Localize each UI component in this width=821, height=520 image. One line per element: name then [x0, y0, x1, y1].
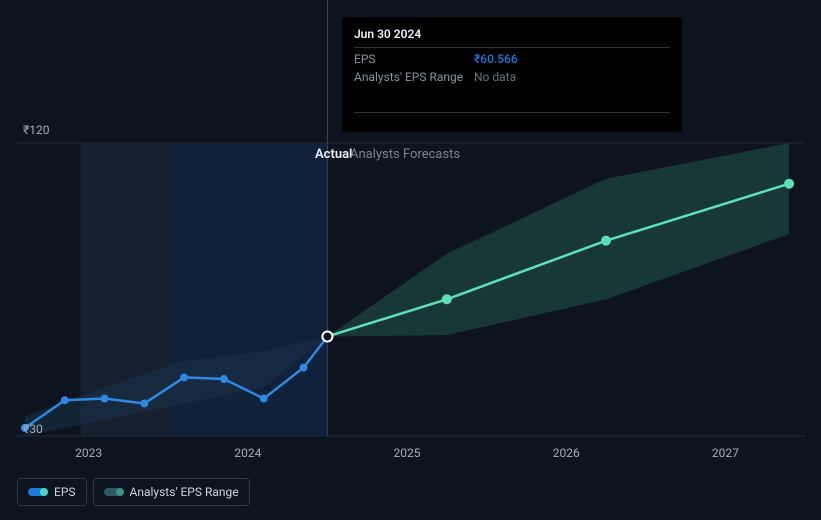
legend-label: Analysts' EPS Range	[130, 485, 239, 499]
legend-swatch	[28, 488, 46, 496]
current-marker[interactable]	[322, 331, 332, 341]
legend-dot-icon	[116, 488, 124, 496]
legend-label: EPS	[54, 485, 76, 499]
tooltip-value: No data	[474, 70, 516, 84]
legend-item[interactable]: EPS	[17, 478, 87, 506]
actual-section-label: Actual	[315, 147, 352, 162]
x-tick: 2023	[75, 446, 102, 460]
tooltip-key: EPS	[354, 52, 474, 66]
eps-marker[interactable]	[180, 373, 188, 381]
y-tick-bottom: ₹30	[23, 422, 43, 436]
forecast-section-label: Analysts Forecasts	[350, 147, 460, 162]
tooltip-row: Analysts' EPS RangeNo data	[354, 66, 670, 84]
legend-dot-icon	[40, 488, 48, 496]
y-tick-top: ₹120	[23, 123, 49, 137]
tooltip: Jun 30 2024 EPS₹60.566Analysts' EPS Rang…	[342, 17, 682, 132]
legend: EPS Analysts' EPS Range	[17, 478, 250, 506]
x-tick: 2027	[712, 446, 739, 460]
eps-marker[interactable]	[101, 395, 109, 403]
tooltip-row: EPS₹60.566	[354, 48, 670, 66]
eps-marker[interactable]	[260, 395, 268, 403]
eps-marker[interactable]	[300, 364, 308, 372]
legend-item[interactable]: Analysts' EPS Range	[93, 478, 250, 506]
forecast-marker[interactable]	[442, 294, 452, 304]
eps-marker[interactable]	[220, 375, 228, 383]
forecast-marker[interactable]	[784, 179, 794, 189]
tooltip-date: Jun 30 2024	[354, 27, 670, 48]
x-tick: 2024	[234, 446, 261, 460]
tooltip-value: ₹60.566	[474, 52, 518, 66]
eps-marker[interactable]	[140, 399, 148, 407]
legend-swatch	[104, 488, 122, 496]
eps-marker[interactable]	[61, 396, 69, 404]
forecast-marker[interactable]	[601, 236, 611, 246]
tooltip-divider	[354, 112, 670, 120]
x-tick: 2026	[553, 446, 580, 460]
tooltip-key: Analysts' EPS Range	[354, 70, 474, 84]
x-tick: 2025	[394, 446, 421, 460]
forecast-range-area	[327, 143, 789, 336]
